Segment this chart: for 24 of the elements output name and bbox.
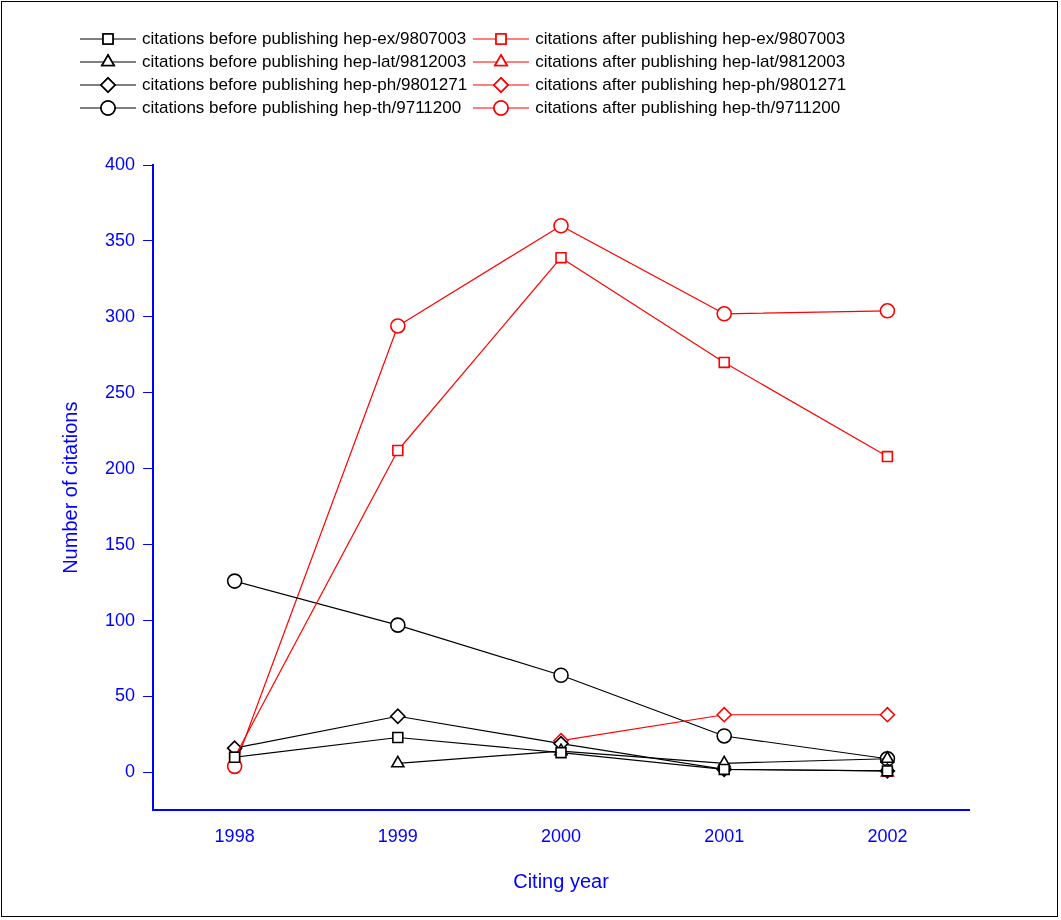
y-axis-title: Number of citations xyxy=(58,401,81,574)
y-tick-label: 100 xyxy=(104,609,136,630)
legend-label: citations before publishing hep-ph/9801271 xyxy=(142,75,468,95)
legend-label: citations before publishing hep-ex/9807003 xyxy=(142,29,467,49)
y-tick-label: 350 xyxy=(104,229,136,250)
x-tick-label: 1999 xyxy=(377,826,418,847)
legend-label: citations after publishing hep-lat/9812003 xyxy=(535,52,846,72)
y-tick-label: 50 xyxy=(115,685,136,706)
x-tick-label: 1998 xyxy=(214,826,255,847)
y-tick-label: 200 xyxy=(104,457,136,478)
legend-label: citations after publishing hep-ph/9801271 xyxy=(535,75,847,95)
y-tick-label: 0 xyxy=(125,761,136,782)
x-tick-label: 2000 xyxy=(540,826,582,847)
y-tick-label: 250 xyxy=(104,381,136,402)
x-tick-label: 2001 xyxy=(704,826,745,847)
legend-label: citations after publishing hep-th/9711200 xyxy=(535,98,841,118)
y-tick-label: 300 xyxy=(104,305,136,326)
legend-label: citations before publishing hep-th/9711200 xyxy=(142,98,462,118)
legend-label: citations after publishing hep-ex/9807003 xyxy=(535,29,846,49)
x-tick-label: 2002 xyxy=(867,826,908,847)
y-tick-label: 400 xyxy=(104,153,136,174)
x-axis-title: Citing year xyxy=(513,869,610,892)
legend-label: citations before publishing hep-lat/9812003 xyxy=(142,52,467,72)
y-tick-label: 150 xyxy=(104,533,136,554)
